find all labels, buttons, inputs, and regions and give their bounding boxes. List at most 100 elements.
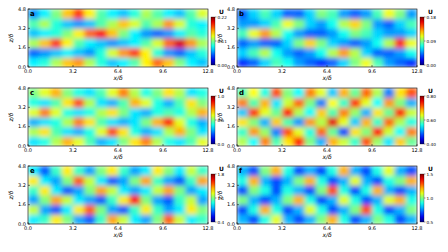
heatmap-cell [237, 166, 249, 176]
plot-frame [28, 9, 208, 67]
heatmap-cell [338, 48, 350, 58]
colorbar-tick-label: 0.80 [427, 94, 437, 99]
heatmap-cell [282, 28, 294, 38]
heatmap-cell [96, 176, 108, 186]
heatmap-cell [107, 88, 119, 98]
heatmap-cell [406, 38, 417, 48]
heatmap-cell [327, 38, 339, 48]
y-tick [28, 126, 30, 127]
heatmap-cell [271, 176, 283, 186]
heatmap-cell [163, 214, 175, 224]
heatmap-cell [107, 185, 119, 195]
heatmap-cell [129, 28, 141, 38]
heatmap-cell [118, 166, 130, 176]
heatmap-cell [372, 98, 384, 108]
heatmap-cell [293, 57, 305, 67]
x-tick [28, 144, 29, 146]
heatmap-cell [361, 214, 373, 224]
y-axis-label: z/δ [216, 112, 223, 122]
y-tick-label: 3.2 [18, 182, 26, 188]
heatmap-cell [316, 19, 328, 29]
heatmap-cell [163, 48, 175, 58]
heatmap-cell [305, 176, 317, 186]
y-tick-label: 0.0 [18, 221, 26, 227]
heatmap-cell [282, 166, 294, 176]
heatmap-cell [84, 88, 96, 98]
heatmap-cell [28, 214, 40, 224]
heatmap-cell [73, 214, 85, 224]
heatmap-cell [395, 214, 407, 224]
y-tick [237, 204, 239, 205]
heatmap-cell [163, 38, 175, 48]
heatmap-cell [39, 38, 51, 48]
heatmap-cell [406, 28, 417, 38]
colorbar-tick [424, 222, 426, 223]
colorbar-label: U [219, 87, 224, 94]
heatmap-cell [62, 19, 74, 29]
heatmap-cell [237, 176, 249, 186]
heatmap-cell [163, 127, 175, 137]
heatmap-cell [62, 38, 74, 48]
heatmap-cell [383, 176, 395, 186]
heatmap-cell [271, 88, 283, 98]
heatmap-cell [338, 214, 350, 224]
heatmap-cell [51, 214, 63, 224]
heatmap-cell [129, 57, 141, 67]
heatmap-cell [327, 28, 339, 38]
heatmap-cell [271, 185, 283, 195]
heatmap-cell [129, 127, 141, 137]
heatmap-cell [248, 38, 260, 48]
heatmap-cell [163, 117, 175, 127]
heatmap-cell [383, 117, 395, 127]
heatmap-cell [152, 127, 164, 137]
heatmap-cell [395, 185, 407, 195]
heatmap-cell [141, 98, 153, 108]
heatmap-cell [361, 205, 373, 215]
heatmap-cell [372, 136, 384, 146]
heatmap-cell [62, 176, 74, 186]
heatmap-cell [96, 57, 108, 67]
heatmap-cell [186, 98, 198, 108]
heatmap-cell [174, 185, 186, 195]
heatmap-cell [141, 9, 153, 19]
heatmap-cell [62, 98, 74, 108]
heatmap-cell [237, 88, 249, 98]
heatmap-cell [163, 195, 175, 205]
heatmap-cell [271, 19, 283, 29]
heatmap-cell [84, 195, 96, 205]
heatmap-cell [406, 205, 417, 215]
colorbar-tick-label: 0.00 [427, 63, 437, 68]
heatmap-cell [338, 117, 350, 127]
plot-frame [237, 9, 417, 67]
y-tick-label: 0.0 [227, 221, 235, 227]
heatmap-cell [350, 185, 362, 195]
x-tick-label: 12.8 [411, 147, 422, 153]
heatmap-cell [141, 205, 153, 215]
heatmap-cell [62, 166, 74, 176]
heatmap-cell [282, 127, 294, 137]
y-tick-label: 1.6 [18, 123, 26, 129]
heatmap-cell [28, 185, 40, 195]
y-tick-label: 0.0 [18, 143, 26, 149]
heatmap-cell [338, 127, 350, 137]
heatmap-cell [197, 176, 208, 186]
heatmap-cell [62, 185, 74, 195]
heatmap-cell [305, 127, 317, 137]
heatmap-cell [372, 9, 384, 19]
heatmap-cell [96, 19, 108, 29]
heatmap-cell [152, 176, 164, 186]
x-tick-label: 9.6 [368, 147, 376, 153]
heatmap-cell [237, 127, 249, 137]
heatmap-cell [62, 57, 74, 67]
heatmap-cell [73, 107, 85, 117]
heatmap-cell [383, 205, 395, 215]
heatmap-cell [186, 195, 198, 205]
heatmap-cell [271, 127, 283, 137]
heatmap-cell [51, 9, 63, 19]
heatmap-cell [62, 107, 74, 117]
y-tick-label: 1.6 [18, 44, 26, 50]
heatmap-cell [186, 205, 198, 215]
heatmap-cell [73, 195, 85, 205]
heatmap-cell [248, 9, 260, 19]
heatmap-cell [73, 9, 85, 19]
